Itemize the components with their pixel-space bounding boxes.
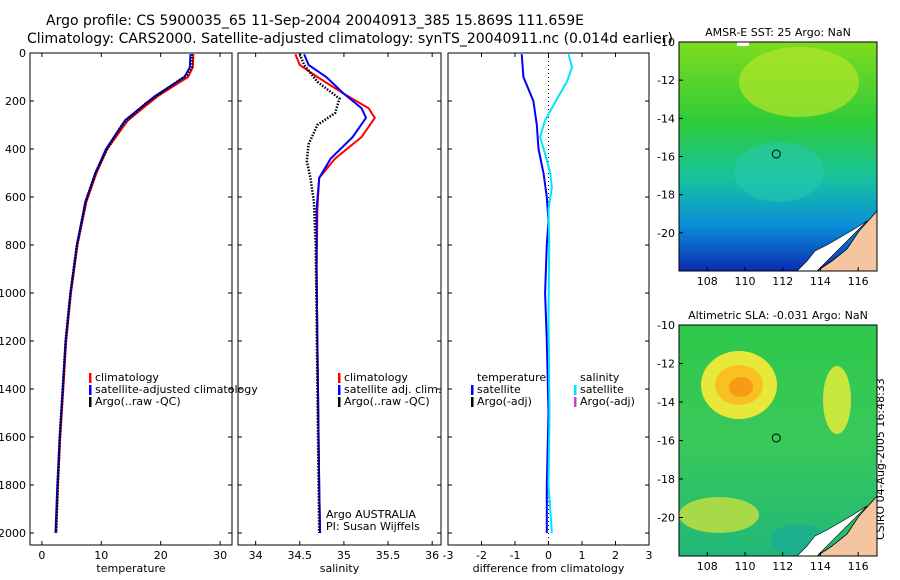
sst-x-tick-label: 116 bbox=[848, 275, 869, 288]
difference-x-axis-label: difference from climatology bbox=[473, 562, 625, 575]
difference-series-temperature-satellite bbox=[520, 54, 550, 533]
salinity-x-tick-label: 34.5 bbox=[288, 549, 313, 562]
sst-x-tick-label: 110 bbox=[735, 275, 756, 288]
difference-x-tick-label: 2 bbox=[612, 549, 619, 562]
salinity-legend-swatch bbox=[338, 385, 341, 395]
difference-legend-salinity-swatch bbox=[574, 397, 577, 407]
difference-legend-salinity-entry: satellite bbox=[580, 383, 624, 396]
salinity-legend-entry: Argo(..raw -QC) bbox=[344, 395, 430, 408]
depth-y-tick-label: 200 bbox=[5, 95, 26, 108]
salinity-x-axis-label: salinity bbox=[320, 562, 360, 575]
salinity-legend-entry: climatology bbox=[344, 371, 408, 384]
sst-y-tick-label: -20 bbox=[657, 227, 675, 240]
sla-y-tick-label: -20 bbox=[657, 512, 675, 525]
difference-x-tick-label: 1 bbox=[579, 549, 586, 562]
salinity-legend-swatch bbox=[338, 397, 341, 407]
difference-series-salinity-satellite bbox=[539, 53, 574, 534]
sst-cool-patch bbox=[734, 142, 824, 202]
sst-warm-patch bbox=[739, 47, 859, 117]
salinity-x-tick-label: 36 bbox=[425, 549, 439, 562]
sst-x-tick-label: 108 bbox=[697, 275, 718, 288]
depth-y-tick-label: 600 bbox=[5, 191, 26, 204]
sla-x-tick-label: 112 bbox=[772, 560, 793, 573]
sla-map-title: Altimetric SLA: -0.031 Argo: NaN bbox=[688, 309, 868, 322]
temperature-legend-entry: satellite-adjusted climatology bbox=[95, 383, 258, 396]
depth-y-tick-label: 1400 bbox=[0, 383, 26, 396]
difference-legend-salinity-swatch bbox=[574, 385, 577, 395]
sst-y-tick-label: -16 bbox=[657, 151, 675, 164]
temperature-x-tick-label: 30 bbox=[213, 549, 227, 562]
salinity-axes-frame bbox=[237, 52, 442, 546]
difference-legend-temperature-entry: temperature bbox=[477, 371, 546, 384]
difference-x-tick-label: -3 bbox=[443, 549, 454, 562]
figure-title-line-2: Climatology: CARS2000. Satellite-adjuste… bbox=[26, 31, 674, 47]
sst-y-tick-label: -14 bbox=[657, 112, 675, 125]
sla-y-tick-label: -10 bbox=[657, 319, 675, 332]
difference-x-tick-label: -2 bbox=[476, 549, 487, 562]
temperature-legend-entry: climatology bbox=[95, 371, 159, 384]
salinity-legend-entry: satellite adj. clim. bbox=[344, 383, 441, 396]
sla-east-patch bbox=[823, 366, 851, 434]
difference-x-tick-label: 0 bbox=[545, 549, 552, 562]
temperature-x-tick-label: 10 bbox=[94, 549, 108, 562]
sst-y-tick-label: -12 bbox=[657, 74, 675, 87]
depth-y-tick-label: 1000 bbox=[0, 287, 26, 300]
sla-x-tick-label: 110 bbox=[735, 560, 756, 573]
sla-y-tick-label: -18 bbox=[657, 473, 675, 486]
salinity-x-tick-label: 34 bbox=[249, 549, 263, 562]
temperature-legend-swatch bbox=[89, 385, 92, 395]
sla-southwest-patch bbox=[679, 497, 759, 533]
depth-y-tick-label: 1600 bbox=[0, 431, 26, 444]
difference-legend-temperature-swatch bbox=[471, 397, 474, 407]
temperature-legend-entry: Argo(..raw -QC) bbox=[95, 395, 181, 408]
salinity-legend-swatch bbox=[338, 373, 341, 383]
depth-y-tick-label: 1800 bbox=[0, 479, 26, 492]
sla-argo-location-marker bbox=[771, 433, 781, 443]
sla-high-core bbox=[729, 377, 753, 397]
sst-x-tick-label: 112 bbox=[772, 275, 793, 288]
difference-legend-temperature-entry: Argo(-adj) bbox=[477, 395, 532, 408]
sst-argo-location-marker bbox=[771, 149, 781, 159]
salinity-footnote-line-2: PI: Susan Wijffels bbox=[326, 520, 420, 533]
salinity-series-argo-raw-qc- bbox=[298, 53, 341, 534]
sst-y-tick-label: -18 bbox=[657, 189, 675, 202]
depth-y-tick-label: 0 bbox=[19, 47, 26, 60]
depth-y-tick-label: 400 bbox=[5, 143, 26, 156]
sst-missing-patch bbox=[737, 42, 749, 46]
temperature-axes-frame bbox=[29, 52, 233, 546]
difference-legend-temperature-swatch bbox=[471, 385, 474, 395]
temperature-x-tick-label: 20 bbox=[154, 549, 168, 562]
salinity-series-satellite-adj-clim- bbox=[303, 53, 368, 534]
difference-legend-temperature-entry: satellite bbox=[477, 383, 521, 396]
temperature-legend-swatch bbox=[89, 397, 92, 407]
sla-x-tick-label: 116 bbox=[848, 560, 869, 573]
depth-y-tick-label: 2000 bbox=[0, 527, 26, 540]
sla-x-tick-label: 114 bbox=[810, 560, 831, 573]
sla-y-tick-label: -16 bbox=[657, 435, 675, 448]
depth-y-tick-label: 1200 bbox=[0, 335, 26, 348]
sla-y-tick-label: -14 bbox=[657, 396, 675, 409]
sla-x-tick-label: 108 bbox=[697, 560, 718, 573]
temperature-series-argo-raw-qc- bbox=[54, 54, 194, 534]
salinity-x-tick-label: 35.5 bbox=[376, 549, 401, 562]
figure-title-line-1: Argo profile: CS 5900035_65 11-Sep-2004 … bbox=[46, 13, 584, 29]
salinity-footnote-line-1: Argo AUSTRALIA bbox=[326, 508, 416, 521]
temperature-series-climatology bbox=[55, 54, 195, 534]
sst-y-tick-label: -10 bbox=[657, 36, 675, 49]
sst-x-tick-label: 114 bbox=[810, 275, 831, 288]
difference-legend-salinity-entry: salinity bbox=[580, 371, 620, 384]
depth-y-tick-label: 800 bbox=[5, 239, 26, 252]
temperature-x-tick-label: 0 bbox=[38, 549, 45, 562]
sst-map-title: AMSR-E SST: 25 Argo: NaN bbox=[705, 26, 851, 39]
temperature-legend-swatch bbox=[89, 373, 92, 383]
difference-x-tick-label: 3 bbox=[646, 549, 653, 562]
temperature-x-axis-label: temperature bbox=[96, 562, 165, 575]
salinity-series-climatology bbox=[294, 53, 377, 534]
difference-x-tick-label: -1 bbox=[510, 549, 521, 562]
difference-legend-salinity-entry: Argo(-adj) bbox=[580, 395, 635, 408]
salinity-x-tick-label: 35 bbox=[337, 549, 351, 562]
sla-y-tick-label: -12 bbox=[657, 358, 675, 371]
